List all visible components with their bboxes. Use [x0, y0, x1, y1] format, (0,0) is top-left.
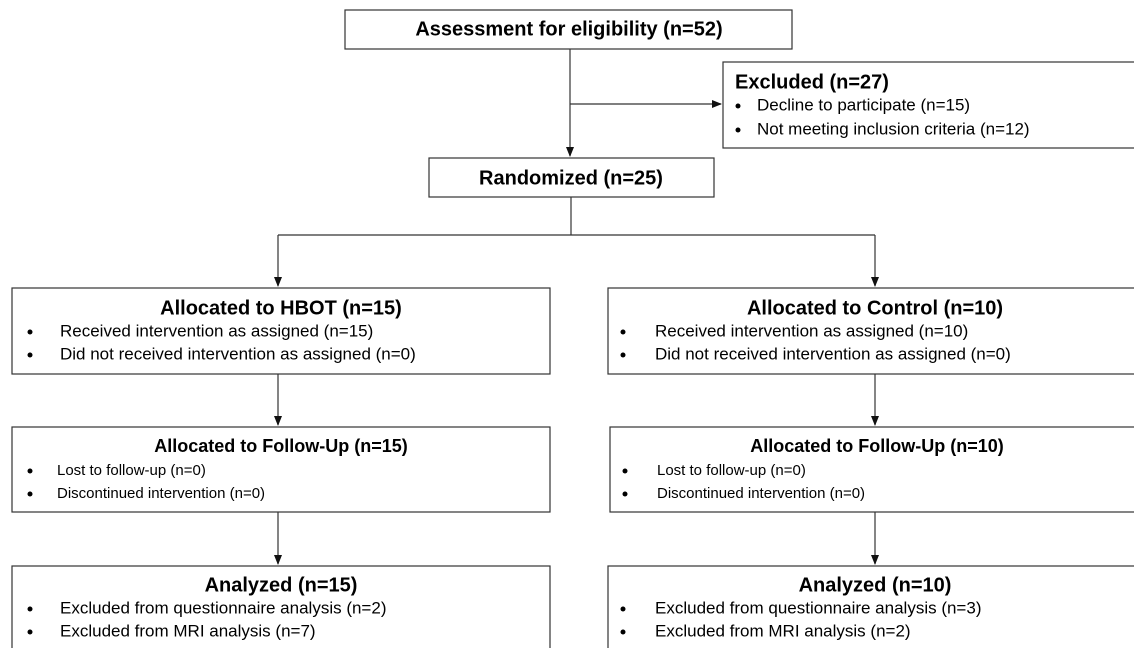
node-title: Allocated to Control (n=10): [747, 297, 1003, 319]
bullet: [620, 352, 626, 358]
node: Assessment for eligibility (n=52): [344, 9, 793, 50]
node: Excluded (n=27) Decline to participate (n…: [722, 61, 1134, 149]
node: Allocated to Control (n=10) Received inte…: [607, 287, 1134, 375]
bullet: [27, 491, 33, 497]
node-title: Randomized (n=25): [479, 167, 663, 189]
connectors: [274, 49, 879, 565]
node: Allocated to Follow-Up (n=15) Lost to fol…: [11, 426, 551, 513]
node: Analyzed (n=15) Excluded from questionnai…: [11, 565, 551, 648]
node-title: Excluded (n=27): [735, 71, 889, 93]
node-title: Allocated to Follow-Up (n=10): [750, 436, 1004, 456]
bullet: [735, 127, 741, 133]
node-title: Allocated to Follow-Up (n=15): [154, 436, 408, 456]
node-box: [11, 565, 551, 648]
node-title: Analyzed (n=10): [799, 574, 952, 596]
node-box: [607, 565, 1134, 648]
node-item: Lost to follow-up (n=0): [57, 462, 206, 479]
node-item: Not meeting inclusion criteria (n=12): [757, 119, 1030, 138]
node-title: Assessment for eligibility (n=52): [415, 18, 722, 40]
node-box: [428, 157, 715, 198]
node-item: Excluded from MRI analysis (n=7): [60, 621, 316, 640]
bullet: [622, 491, 628, 497]
bullet: [620, 606, 626, 612]
node-item: Decline to participate (n=15): [757, 95, 970, 114]
node-box: [607, 287, 1134, 375]
node-box: [722, 61, 1134, 149]
bullet: [27, 606, 33, 612]
bullet: [27, 629, 33, 635]
node-box: [609, 426, 1134, 513]
node: Allocated to Follow-Up (n=10) Lost to fol…: [609, 426, 1134, 513]
node-item: Lost to follow-up (n=0): [657, 462, 806, 479]
node-box: [344, 9, 793, 50]
node-item: Received intervention as assigned (n=15): [60, 321, 373, 340]
node-item: Did not received intervention as assigne…: [60, 344, 416, 363]
node-item: Discontinued intervention (n=0): [57, 485, 265, 502]
bullet: [622, 468, 628, 474]
node-item: Excluded from questionnaire analysis (n=…: [60, 598, 386, 617]
node-item: Excluded from questionnaire analysis (n=…: [655, 598, 981, 617]
node-item: Did not received intervention as assigne…: [655, 344, 1011, 363]
bullet: [620, 329, 626, 335]
node: Analyzed (n=10) Excluded from questionnai…: [607, 565, 1134, 648]
node-item: Received intervention as assigned (n=10): [655, 321, 968, 340]
node: Randomized (n=25): [428, 157, 715, 198]
node: Allocated to HBOT (n=15) Received interve…: [11, 287, 551, 375]
node-title: Allocated to HBOT (n=15): [160, 297, 402, 319]
node-item: Excluded from MRI analysis (n=2): [655, 621, 911, 640]
bullet: [735, 103, 741, 109]
node-box: [11, 426, 551, 513]
bullet: [620, 629, 626, 635]
node-item: Discontinued intervention (n=0): [657, 485, 865, 502]
node-title: Analyzed (n=15): [205, 574, 358, 596]
bullet: [27, 329, 33, 335]
bullet: [27, 352, 33, 358]
node-box: [11, 287, 551, 375]
bullet: [27, 468, 33, 474]
